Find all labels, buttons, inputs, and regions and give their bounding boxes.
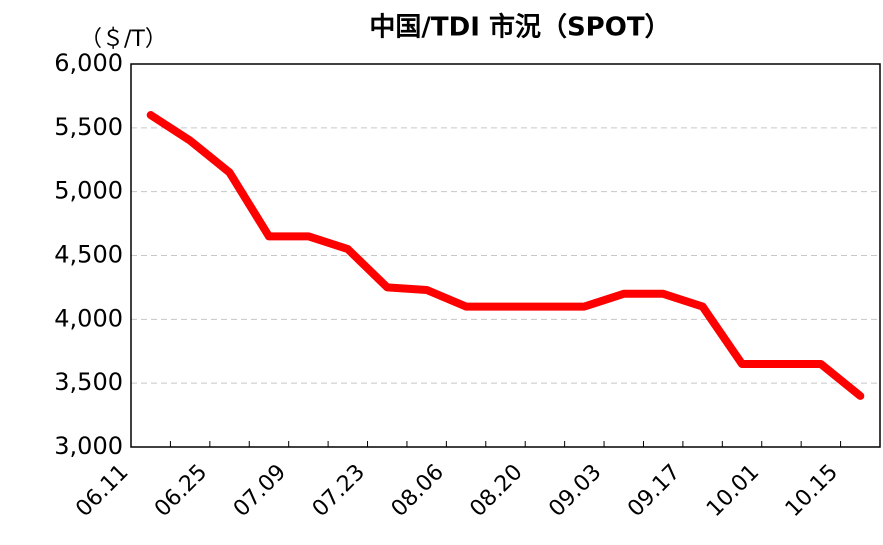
x-tick-label: 10.15 [781,460,843,522]
x-tick-label: 10.01 [702,460,764,522]
plot-border [130,63,881,448]
chart-title: 中国/TDI 市況（SPOT） [369,12,670,43]
x-tick-label: 09.17 [623,460,685,522]
y-tick-label: 3,000 [54,432,123,460]
y-axis-label: （＄/T） [80,27,167,52]
line [146,111,865,400]
x-tick-label: 07.23 [308,460,370,522]
x-tick-label: 07.09 [229,460,291,522]
x-tick-label: 08.20 [465,460,527,522]
x-tick-label: 06.11 [71,460,133,522]
y-tick-label: 6,000 [54,49,123,77]
y-tick-label: 3,500 [54,368,123,396]
x-tick-label: 08.06 [387,460,449,522]
y-tick-label: 5,000 [54,177,123,205]
y-tick-label: 4,500 [54,241,123,269]
y-tick-label: 4,000 [54,304,123,332]
x-tick-label: 09.03 [544,460,606,522]
x-tick-label: 06.25 [150,460,212,522]
y-tick-label: 5,500 [54,113,123,141]
